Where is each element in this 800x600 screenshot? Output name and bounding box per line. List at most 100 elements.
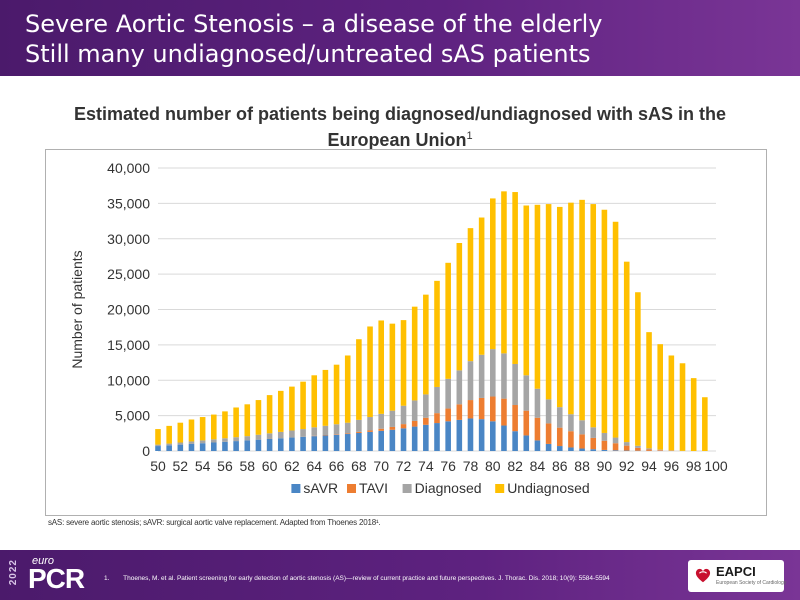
x-tick-label: 58 bbox=[239, 458, 255, 474]
bar-undiagnosed bbox=[333, 364, 340, 425]
bar-savr bbox=[356, 432, 362, 451]
bar-savr bbox=[423, 424, 429, 451]
x-tick-label: 52 bbox=[173, 458, 189, 474]
bar-savr bbox=[601, 449, 608, 451]
bar-savr bbox=[467, 418, 474, 451]
bar-tavi bbox=[545, 423, 552, 444]
x-tick-label: 84 bbox=[530, 458, 546, 474]
bar-tavi bbox=[333, 434, 340, 435]
bar-diagnosed bbox=[568, 414, 574, 432]
bar-undiagnosed bbox=[434, 280, 440, 387]
bar-savr bbox=[255, 439, 262, 451]
slide-header: Severe Aortic Stenosis – a disease of th… bbox=[0, 0, 800, 76]
bar-diagnosed bbox=[266, 433, 273, 439]
x-tick-label: 78 bbox=[463, 458, 479, 474]
bar-undiagnosed bbox=[702, 397, 708, 451]
bar-diagnosed bbox=[277, 431, 284, 439]
bar-undiagnosed bbox=[411, 306, 418, 401]
bar-undiagnosed bbox=[623, 261, 630, 443]
x-tick-label: 64 bbox=[306, 458, 322, 474]
x-tick-label: 50 bbox=[150, 458, 166, 474]
bar-undiagnosed bbox=[445, 262, 451, 379]
x-tick-label: 56 bbox=[217, 458, 233, 474]
bar-diagnosed bbox=[222, 438, 228, 442]
chart-subtitle-line2: European Union1 bbox=[0, 125, 800, 151]
bar-undiagnosed bbox=[456, 242, 463, 371]
bar-undiagnosed bbox=[646, 332, 652, 449]
bar-savr bbox=[222, 441, 228, 451]
eapci-name: EAPCI bbox=[716, 564, 756, 579]
bar-diagnosed bbox=[467, 361, 474, 401]
bar-diagnosed bbox=[579, 420, 585, 435]
bar-diagnosed bbox=[289, 430, 295, 438]
x-tick-label: 66 bbox=[329, 458, 345, 474]
bar-undiagnosed bbox=[635, 292, 641, 446]
bar-diagnosed bbox=[155, 444, 161, 447]
bar-diagnosed bbox=[199, 440, 206, 444]
bar-undiagnosed bbox=[266, 395, 273, 434]
reference-text: Thoenes, M. et al. Patient screening for… bbox=[123, 575, 610, 582]
bar-savr bbox=[378, 430, 384, 451]
bar-savr bbox=[411, 426, 418, 451]
bar-undiagnosed bbox=[222, 411, 228, 439]
bar-savr bbox=[400, 428, 407, 451]
reference-number: 1. bbox=[104, 575, 110, 582]
bar-tavi bbox=[646, 449, 652, 451]
bar-undiagnosed bbox=[545, 204, 552, 400]
bar-tavi bbox=[657, 450, 663, 451]
bar-undiagnosed bbox=[657, 344, 663, 450]
y-tick-label: 25,000 bbox=[107, 266, 150, 282]
x-tick-label: 90 bbox=[597, 458, 613, 474]
bar-tavi bbox=[445, 408, 451, 422]
bar-tavi bbox=[568, 431, 574, 448]
bar-undiagnosed bbox=[244, 404, 251, 437]
header-title-line2: Still many undiagnosed/untreated sAS pat… bbox=[25, 40, 591, 68]
heart-icon bbox=[695, 568, 711, 583]
chart-subtitle-line1: Estimated number of patients being diagn… bbox=[73, 104, 727, 124]
bar-diagnosed bbox=[233, 437, 239, 442]
bar-tavi bbox=[501, 398, 507, 426]
x-tick-label: 54 bbox=[195, 458, 211, 474]
bar-undiagnosed bbox=[690, 378, 697, 451]
bar-diagnosed bbox=[411, 400, 418, 421]
bar-savr bbox=[322, 435, 329, 451]
y-axis-label: Number of patients bbox=[69, 250, 85, 368]
bar-tavi bbox=[601, 440, 608, 450]
y-tick-label: 40,000 bbox=[107, 160, 150, 176]
bar-tavi bbox=[579, 434, 585, 449]
x-tick-label: 100 bbox=[704, 458, 728, 474]
bar-undiagnosed bbox=[289, 386, 295, 431]
bar-diagnosed bbox=[545, 399, 552, 424]
bar-savr bbox=[166, 445, 172, 451]
bar-tavi bbox=[623, 445, 630, 451]
bar-tavi bbox=[367, 430, 373, 432]
x-tick-label: 80 bbox=[485, 458, 501, 474]
bar-tavi bbox=[423, 417, 429, 425]
y-tick-label: 30,000 bbox=[107, 231, 150, 247]
bar-undiagnosed bbox=[322, 369, 329, 426]
y-tick-label: 35,000 bbox=[107, 195, 150, 211]
bar-undiagnosed bbox=[199, 417, 206, 441]
bar-diagnosed bbox=[389, 410, 396, 427]
bar-diagnosed bbox=[400, 405, 407, 425]
bar-savr bbox=[277, 438, 284, 451]
bar-savr bbox=[434, 423, 440, 451]
legend-swatch-diagnosed bbox=[402, 484, 412, 493]
reference: 1. Thoenes, M. et al. Patient screening … bbox=[104, 575, 610, 582]
bar-savr bbox=[199, 443, 206, 451]
bar-savr bbox=[266, 438, 273, 451]
bar-tavi bbox=[512, 405, 518, 432]
bar-tavi bbox=[590, 437, 597, 450]
bar-diagnosed bbox=[601, 432, 608, 441]
footnote: sAS: severe aortic stenosis; sAVR: surgi… bbox=[48, 518, 381, 527]
bar-tavi bbox=[378, 428, 384, 431]
bar-diagnosed bbox=[255, 434, 262, 440]
bar-undiagnosed bbox=[534, 204, 541, 389]
bar-undiagnosed bbox=[501, 191, 507, 354]
logo-pcr: PCR bbox=[28, 563, 85, 594]
bar-savr bbox=[490, 421, 496, 451]
chart-frame: 0 5,000 10,000 15,000 20,000 25,000 30,000 35,0… bbox=[45, 149, 767, 516]
bar-savr bbox=[211, 442, 217, 451]
legend-swatch-tavi bbox=[347, 484, 356, 493]
eapci-logo: EAPCI European Society of Cardiology bbox=[688, 560, 786, 592]
